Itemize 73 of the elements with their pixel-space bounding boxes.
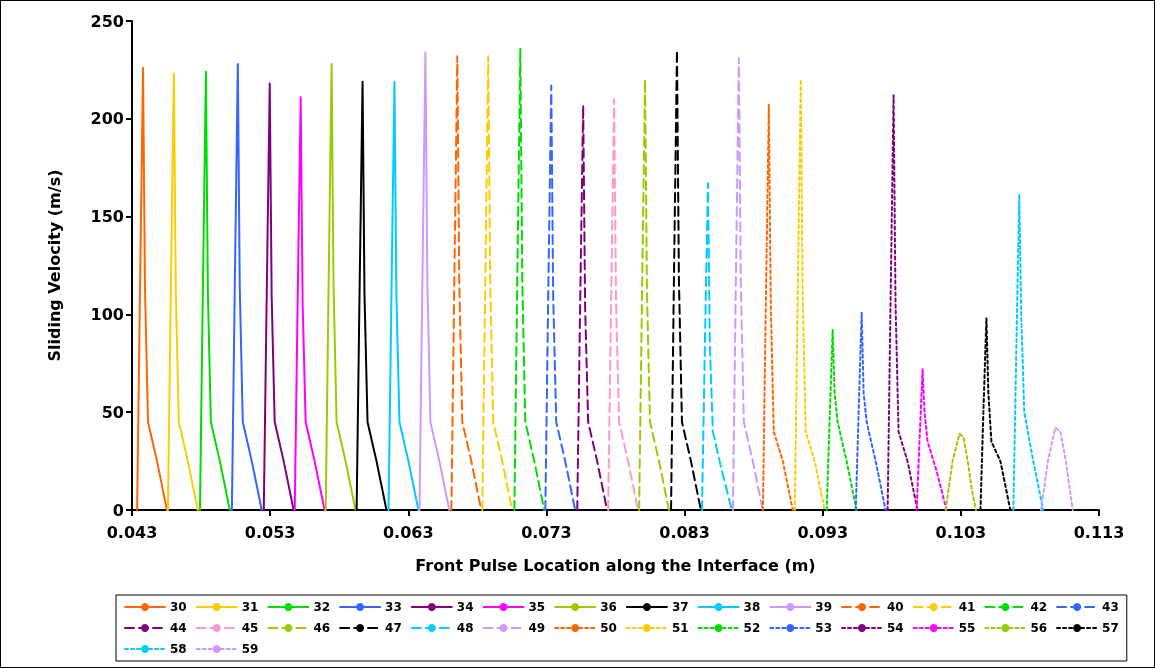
x-tick-label: 0.083 [659, 522, 710, 542]
x-tick-label: 0.093 [797, 522, 849, 542]
legend-label: 40 [886, 600, 904, 614]
line-series [854, 311, 887, 511]
line-series [544, 84, 577, 511]
x-tick-label: 0.113 [1073, 522, 1125, 542]
legend-label: 32 [313, 600, 331, 614]
legend-label: 31 [241, 600, 259, 614]
legend-label: 38 [743, 600, 761, 614]
legend-label: 52 [743, 621, 761, 635]
line-series [731, 57, 764, 511]
line-series [915, 368, 948, 511]
line-series [513, 47, 546, 511]
legend-label: 41 [958, 600, 976, 614]
legend-label: 34 [456, 600, 474, 614]
line-series [293, 96, 326, 511]
legend-label: 50 [600, 621, 617, 635]
line-series [700, 182, 733, 511]
legend-label: 46 [313, 621, 331, 635]
line-series [324, 63, 357, 511]
legend-label: 49 [528, 621, 546, 635]
y-axis-title: Sliding Velocity (m/s) [44, 169, 64, 362]
legend-label: 45 [241, 621, 259, 635]
y-tick-label: 200 [90, 109, 124, 129]
legend-label: 37 [671, 600, 689, 614]
legend-label: 51 [671, 621, 689, 635]
legend-label: 39 [815, 600, 832, 614]
y-tick-label: 250 [90, 11, 124, 31]
x-tick-label: 0.073 [521, 522, 572, 542]
x-tick-label: 0.103 [935, 522, 987, 542]
line-series [761, 104, 794, 511]
line-series [198, 70, 231, 511]
line-series [136, 66, 168, 511]
line-series [607, 98, 640, 511]
legend-label: 48 [456, 621, 474, 635]
line-series [262, 82, 295, 511]
line-series [387, 80, 420, 511]
legend-label: 54 [886, 621, 904, 635]
x-axis-title: Front Pulse Location along the Interface (m) [415, 555, 816, 575]
legend-label: 35 [528, 600, 546, 614]
line-series [166, 72, 199, 511]
legend-label: 57 [1102, 621, 1119, 635]
legend-label: 59 [241, 642, 259, 656]
line-series [230, 63, 263, 511]
y-tick-label: 100 [90, 304, 124, 324]
line-series [793, 78, 826, 511]
line-series [1039, 426, 1074, 511]
legend-label: 55 [958, 621, 976, 635]
legend-label: 44 [170, 621, 187, 635]
legend-label: 30 [170, 600, 187, 614]
line-series [886, 94, 919, 511]
legend-label: 47 [385, 621, 402, 635]
line-series [825, 329, 858, 511]
legend-label: 42 [1030, 600, 1048, 614]
line-series [481, 55, 514, 511]
x-tick-label: 0.053 [244, 522, 296, 542]
legend-label: 43 [1102, 600, 1119, 614]
legend-label: 36 [600, 600, 617, 614]
line-series [1012, 194, 1045, 511]
legend-label: 58 [170, 642, 187, 656]
x-tick-label: 0.063 [382, 522, 434, 542]
line-series [944, 432, 978, 511]
y-tick-label: 50 [101, 402, 124, 422]
line-series [450, 55, 483, 511]
x-tick-label: 0.043 [106, 522, 158, 542]
legend-label: 53 [815, 621, 832, 635]
legend-label: 56 [1030, 621, 1048, 635]
y-tick-label: 0 [112, 500, 124, 520]
legend-label: 33 [385, 600, 402, 614]
line-series [638, 78, 670, 511]
line-series [576, 104, 609, 511]
y-tick-label: 150 [90, 207, 124, 227]
line-series [418, 51, 451, 511]
